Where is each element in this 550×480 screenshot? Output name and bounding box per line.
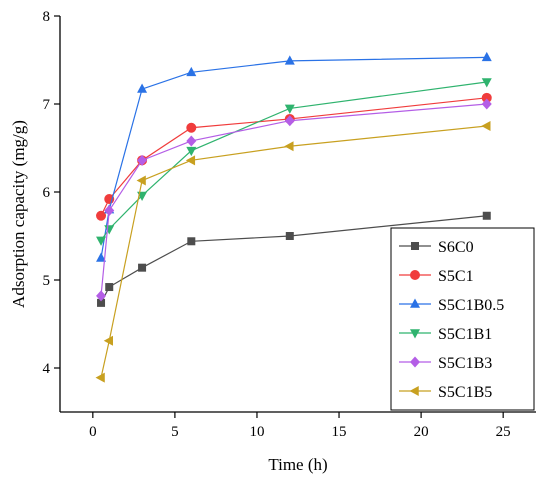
- x-tick-label: 0: [89, 424, 97, 440]
- legend-marker: [410, 329, 420, 339]
- x-tick-label: 5: [171, 424, 179, 440]
- data-point: [137, 154, 148, 166]
- y-tick-label: 6: [43, 185, 51, 201]
- legend-item: S5C1B0.5: [399, 297, 504, 314]
- data-point: [482, 211, 491, 220]
- legend-label: S5C1B3: [438, 355, 492, 372]
- data-point: [96, 290, 107, 302]
- legend: S6C0 S5C1 S5C1B0.5 S5C1B1 S5C1B3 S5C1B5: [390, 227, 535, 411]
- legend-box: [390, 227, 535, 411]
- x-tick-label: 25: [496, 424, 511, 440]
- legend-item: S5C1B5: [399, 384, 492, 401]
- data-point: [285, 232, 294, 240]
- x-tick-label: 10: [249, 424, 264, 440]
- data-point: [481, 51, 492, 62]
- data-point: [284, 115, 295, 127]
- legend-marker: [410, 298, 420, 308]
- legend-label: S6C0: [438, 239, 474, 256]
- y-tick-label: 7: [43, 97, 51, 113]
- series-6: [95, 121, 491, 383]
- data-point: [96, 210, 107, 221]
- legend-marker: [410, 270, 420, 280]
- legend-marker: [409, 386, 419, 396]
- y-tick-label: 8: [43, 9, 51, 25]
- series-line: [100, 103, 487, 296]
- data-point: [96, 236, 107, 246]
- legend-label: S5C1B5: [438, 384, 492, 401]
- legend-label: S5C1B1: [438, 326, 492, 343]
- series-2: [96, 92, 492, 221]
- data-point: [186, 66, 197, 77]
- data-point: [105, 283, 114, 292]
- data-point: [104, 225, 115, 235]
- data-point: [97, 298, 106, 307]
- data-point: [104, 204, 115, 216]
- series-layer: [95, 51, 492, 383]
- x-tick-label: 15: [332, 424, 347, 440]
- y-tick-label: 4: [43, 361, 51, 377]
- y-axis-label: Adsorption capacity (mg/g): [9, 120, 28, 308]
- series-line: [100, 97, 487, 217]
- legend-marker: [411, 242, 419, 250]
- legend-item: S5C1B1: [399, 326, 492, 343]
- series-5: [96, 98, 492, 302]
- series-line: [100, 56, 487, 259]
- data-point: [103, 335, 113, 346]
- data-point: [186, 146, 197, 157]
- data-point: [481, 78, 492, 88]
- data-point: [481, 92, 492, 103]
- data-point: [284, 141, 294, 152]
- legend-label: S5C1: [438, 268, 474, 285]
- data-point: [284, 104, 295, 114]
- legend-item: S5C1: [399, 268, 474, 285]
- data-point: [137, 83, 148, 93]
- data-point: [136, 175, 146, 186]
- data-point: [481, 121, 491, 131]
- data-point: [187, 237, 196, 246]
- x-axis-label: Time (h): [268, 455, 327, 474]
- data-point: [284, 55, 295, 65]
- y-tick-label: 5: [43, 273, 51, 289]
- data-point: [96, 252, 107, 262]
- series-1: [97, 211, 491, 307]
- data-point: [186, 135, 197, 147]
- data-point: [481, 98, 492, 110]
- legend-item: S6C0: [399, 239, 474, 256]
- x-tick-label: 20: [414, 424, 429, 440]
- legend-item: S5C1B3: [399, 355, 492, 372]
- legend-marker: [410, 356, 420, 368]
- axes: 0 5 10 15 20 25 4 5 6 7 8: [43, 9, 536, 440]
- data-point: [185, 155, 196, 166]
- data-point: [138, 263, 147, 272]
- data-point: [186, 122, 197, 133]
- data-point: [95, 372, 105, 383]
- legend-label: S5C1B0.5: [438, 297, 504, 314]
- series-line: [100, 125, 487, 378]
